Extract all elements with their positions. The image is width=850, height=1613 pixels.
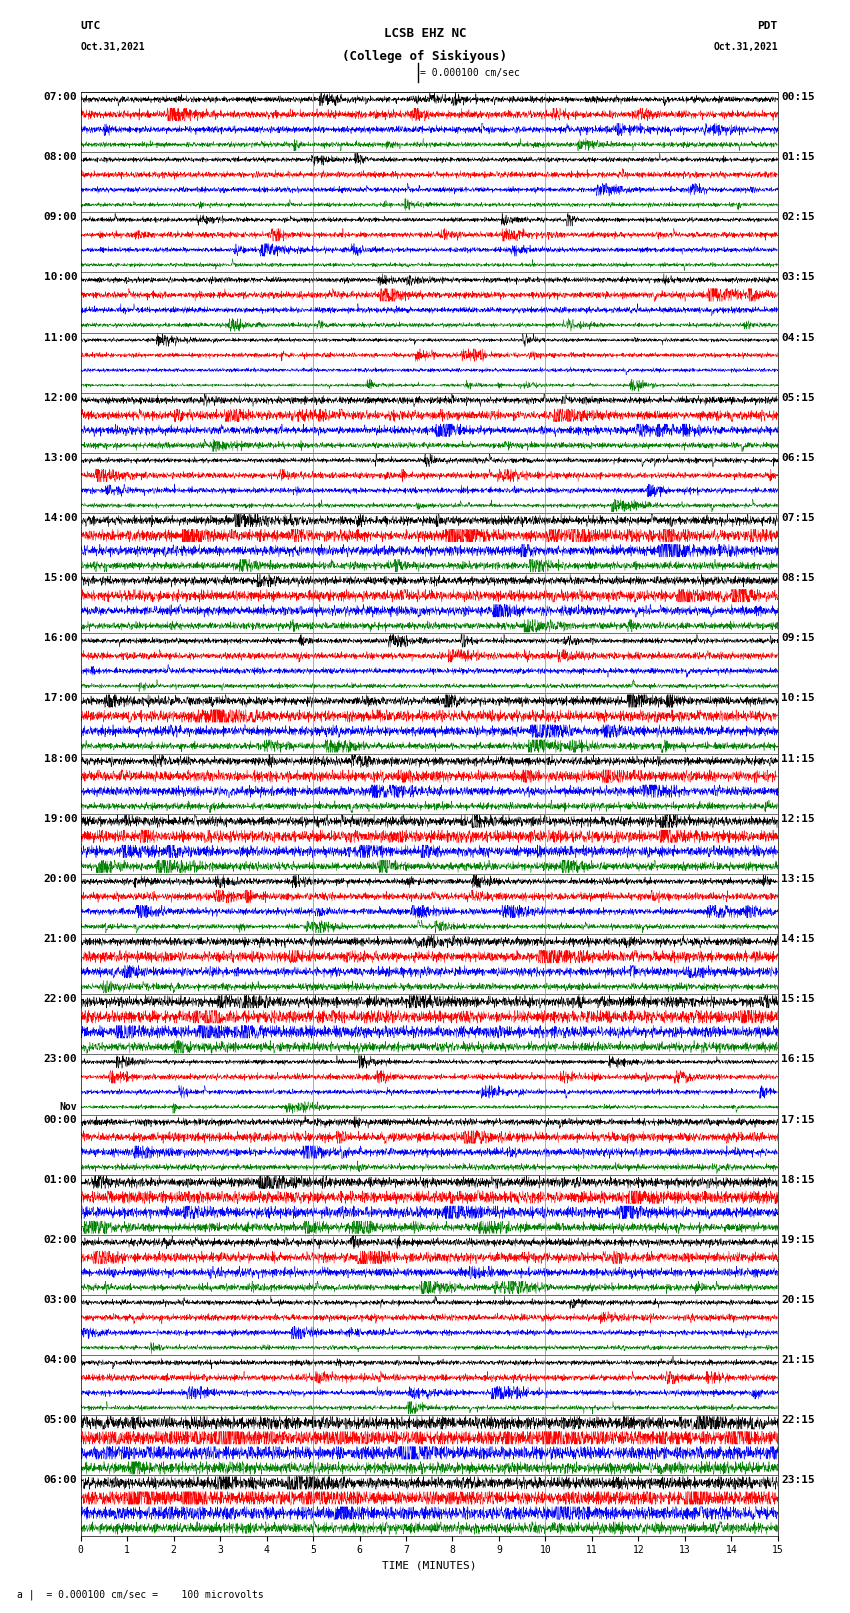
Text: 07:00: 07:00 (43, 92, 77, 102)
Text: 06:00: 06:00 (43, 1476, 77, 1486)
Text: UTC: UTC (81, 21, 101, 31)
Text: 11:15: 11:15 (781, 753, 815, 763)
Text: 12:00: 12:00 (43, 392, 77, 403)
Text: Oct.31,2021: Oct.31,2021 (713, 42, 778, 52)
Text: PDT: PDT (757, 21, 778, 31)
Text: 19:15: 19:15 (781, 1236, 815, 1245)
Text: 00:15: 00:15 (781, 92, 815, 102)
Text: 10:15: 10:15 (781, 694, 815, 703)
Text: 18:15: 18:15 (781, 1174, 815, 1184)
Text: 09:00: 09:00 (43, 213, 77, 223)
Text: 22:00: 22:00 (43, 994, 77, 1005)
Text: a |  = 0.000100 cm/sec =    100 microvolts: a | = 0.000100 cm/sec = 100 microvolts (17, 1589, 264, 1600)
Text: 01:00: 01:00 (43, 1174, 77, 1184)
Text: 16:15: 16:15 (781, 1055, 815, 1065)
Text: 08:15: 08:15 (781, 573, 815, 584)
Text: 13:00: 13:00 (43, 453, 77, 463)
Text: 12:15: 12:15 (781, 815, 815, 824)
Text: 20:00: 20:00 (43, 874, 77, 884)
Text: 11:00: 11:00 (43, 332, 77, 342)
Text: 23:15: 23:15 (781, 1476, 815, 1486)
Text: 23:00: 23:00 (43, 1055, 77, 1065)
Text: 05:00: 05:00 (43, 1415, 77, 1426)
Text: 18:00: 18:00 (43, 753, 77, 763)
Text: 14:00: 14:00 (43, 513, 77, 523)
Text: 03:15: 03:15 (781, 273, 815, 282)
Text: 07:15: 07:15 (781, 513, 815, 523)
Text: 21:15: 21:15 (781, 1355, 815, 1365)
Text: 02:15: 02:15 (781, 213, 815, 223)
Text: 00:00: 00:00 (43, 1115, 77, 1124)
Text: 05:15: 05:15 (781, 392, 815, 403)
Text: 17:15: 17:15 (781, 1115, 815, 1124)
Text: 01:15: 01:15 (781, 152, 815, 161)
Text: 14:15: 14:15 (781, 934, 815, 944)
X-axis label: TIME (MINUTES): TIME (MINUTES) (382, 1561, 477, 1571)
Text: 19:00: 19:00 (43, 815, 77, 824)
Text: 04:15: 04:15 (781, 332, 815, 342)
Text: 04:00: 04:00 (43, 1355, 77, 1365)
Text: 06:15: 06:15 (781, 453, 815, 463)
Text: Nov: Nov (60, 1102, 77, 1111)
Text: 22:15: 22:15 (781, 1415, 815, 1426)
Text: 15:00: 15:00 (43, 573, 77, 584)
Text: 10:00: 10:00 (43, 273, 77, 282)
Text: 09:15: 09:15 (781, 634, 815, 644)
Text: 13:15: 13:15 (781, 874, 815, 884)
Text: (College of Siskiyous): (College of Siskiyous) (343, 50, 507, 63)
Text: 15:15: 15:15 (781, 994, 815, 1005)
Text: = 0.000100 cm/sec: = 0.000100 cm/sec (420, 68, 519, 77)
Text: 21:00: 21:00 (43, 934, 77, 944)
Text: 02:00: 02:00 (43, 1236, 77, 1245)
Text: LCSB EHZ NC: LCSB EHZ NC (383, 27, 467, 40)
Text: 17:00: 17:00 (43, 694, 77, 703)
Text: 08:00: 08:00 (43, 152, 77, 161)
Text: 16:00: 16:00 (43, 634, 77, 644)
Text: 03:00: 03:00 (43, 1295, 77, 1305)
Text: Oct.31,2021: Oct.31,2021 (81, 42, 145, 52)
Text: 20:15: 20:15 (781, 1295, 815, 1305)
